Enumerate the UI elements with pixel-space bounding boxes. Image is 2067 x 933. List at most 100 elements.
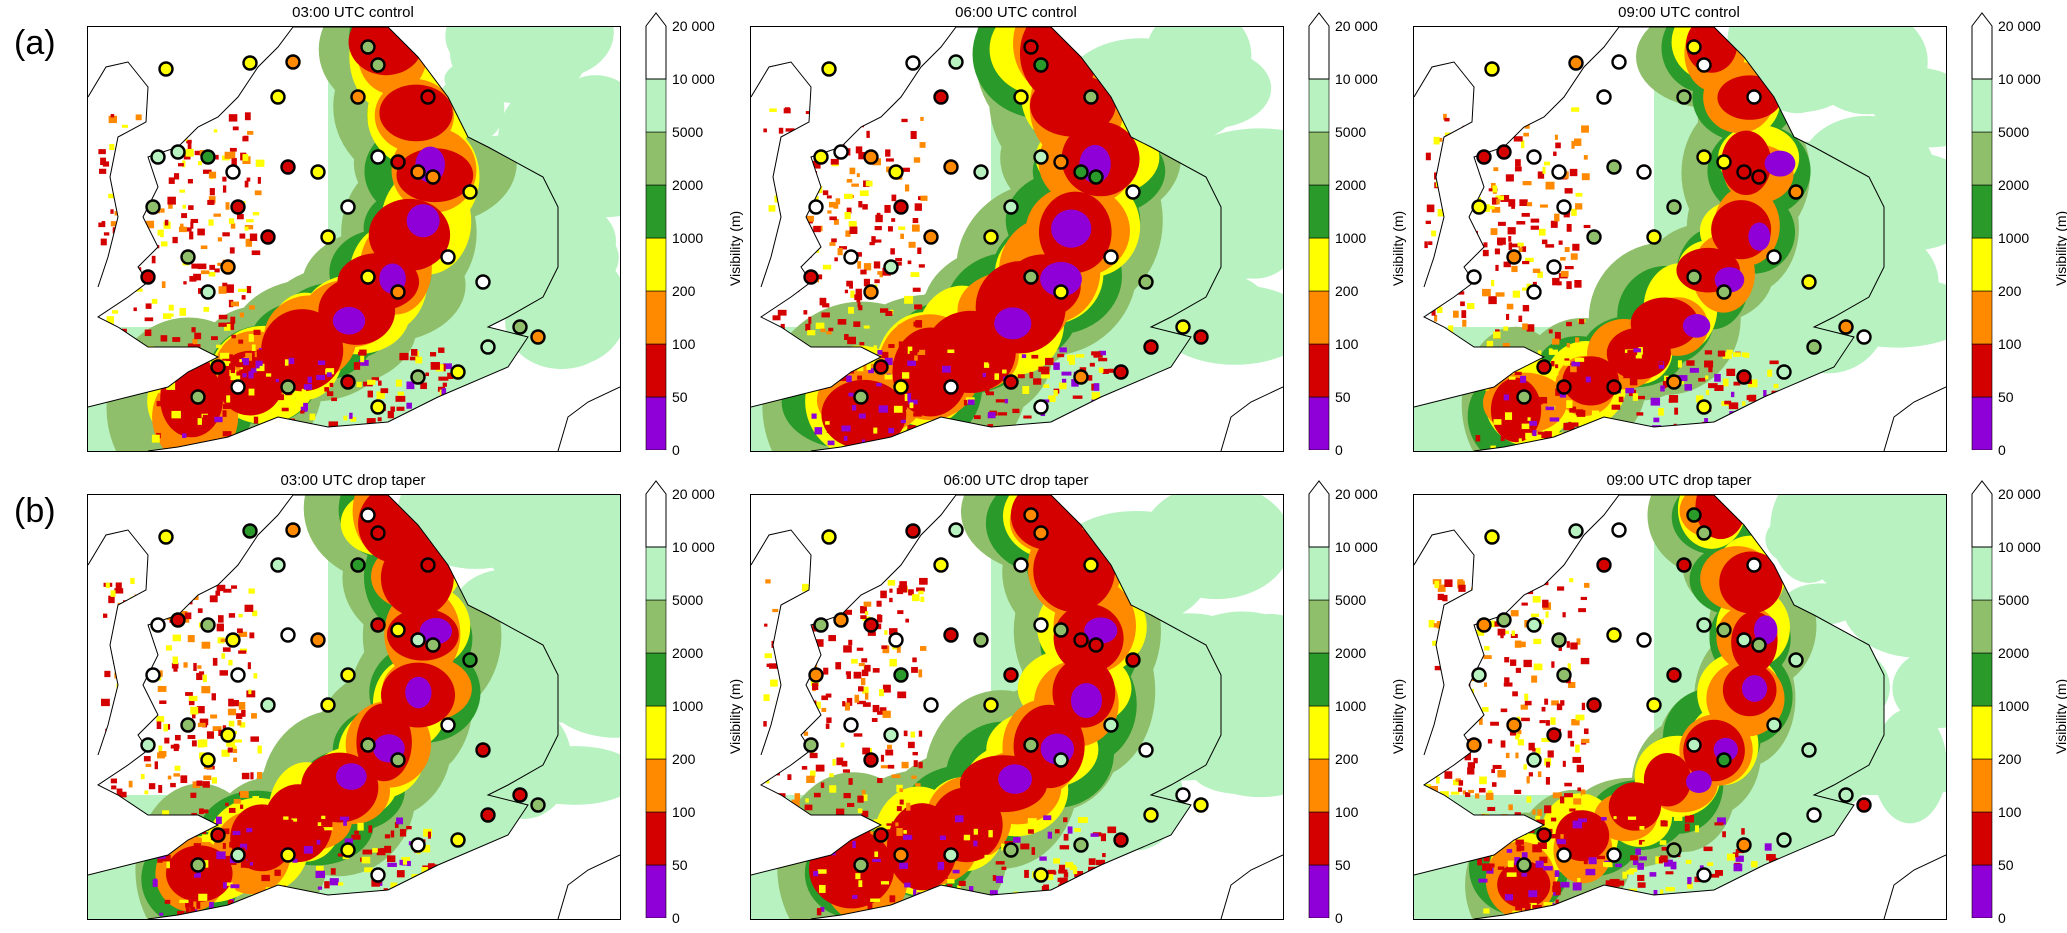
fog-speckle	[233, 757, 238, 762]
fog-speckle	[132, 147, 141, 156]
fog-speckle	[912, 348, 920, 353]
fog-speckle	[963, 834, 971, 841]
fog-speckle	[785, 128, 795, 132]
fog-speckle	[927, 445, 936, 451]
fog-speckle	[1483, 377, 1488, 386]
colorbar-segment	[1971, 396, 1993, 450]
fog-speckle	[1474, 189, 1479, 196]
fog-speckle	[1741, 352, 1748, 357]
fog-speckle	[158, 784, 163, 793]
station-observation	[1746, 557, 1762, 573]
fog-speckle	[867, 903, 873, 910]
fog-speckle	[917, 856, 924, 860]
fog-speckle	[1575, 203, 1583, 210]
fog-speckle	[222, 647, 231, 652]
station-observation	[440, 249, 456, 265]
fog-speckle	[852, 840, 856, 848]
station-observation	[340, 842, 356, 858]
fog-speckle	[1767, 414, 1771, 419]
fog-speckle	[1770, 424, 1774, 431]
fog-blob	[1753, 615, 1778, 645]
fog-speckle	[904, 295, 914, 304]
fog-speckle	[140, 773, 145, 780]
fog-speckle	[1607, 904, 1611, 913]
station-observation	[210, 827, 226, 843]
fog-speckle	[221, 361, 229, 366]
fog-speckle	[874, 851, 879, 857]
fog-speckle	[1546, 761, 1551, 768]
fog-speckle	[1713, 905, 1724, 910]
fog-speckle	[807, 330, 816, 336]
haze-blob	[1824, 522, 1911, 583]
fog-speckle	[1524, 123, 1530, 129]
station-observation	[1686, 507, 1702, 523]
colorbar-segment	[1971, 78, 1993, 133]
fog-speckle	[224, 882, 233, 886]
fog-speckle	[1536, 819, 1545, 825]
fog-speckle	[919, 142, 926, 148]
fog-speckle	[884, 204, 891, 213]
fog-speckle	[187, 141, 192, 150]
fog-speckle	[773, 742, 782, 750]
station-observation	[1023, 737, 1039, 753]
fog-speckle	[384, 845, 392, 853]
fog-speckle	[773, 282, 782, 287]
fog-speckle	[1569, 168, 1578, 177]
fog-speckle	[274, 869, 281, 876]
station-observation	[1788, 652, 1804, 668]
fog-speckle	[857, 435, 864, 441]
fog-speckle	[859, 357, 870, 362]
fog-speckle	[1676, 428, 1680, 433]
fog-speckle	[248, 388, 255, 396]
fog-speckle	[1492, 185, 1498, 193]
fog-speckle	[1052, 420, 1057, 426]
fog-speckle	[1708, 894, 1713, 901]
fog-speckle	[237, 288, 247, 292]
fog-speckle	[427, 831, 432, 839]
fog-speckle	[1588, 857, 1597, 865]
station-observation	[1484, 61, 1500, 77]
fog-blob	[1051, 209, 1092, 248]
colorbar-tick-label: 0	[672, 442, 680, 458]
fog-speckle	[1660, 385, 1665, 392]
fog-speckle	[873, 819, 882, 824]
colorbar-segment	[1971, 546, 1993, 601]
fog-speckle	[1032, 423, 1040, 432]
fog-speckle	[836, 821, 843, 827]
fog-speckle	[227, 708, 237, 716]
fog-speckle	[1523, 764, 1527, 770]
fog-speckle	[854, 294, 863, 301]
fog-speckle	[912, 287, 921, 292]
fog-speckle	[105, 582, 110, 589]
fog-speckle	[1462, 790, 1466, 795]
colorbar-tick-label: 200	[672, 283, 696, 299]
fog-speckle	[283, 816, 289, 820]
fog-speckle	[226, 741, 235, 747]
fog-speckle	[929, 387, 934, 396]
station-observation	[1716, 752, 1732, 768]
fog-speckle	[1562, 612, 1566, 618]
fog-speckle	[849, 226, 858, 234]
fog-speckle	[187, 635, 195, 643]
fog-speckle	[1583, 155, 1588, 160]
fog-speckle	[1541, 737, 1551, 742]
station-observation	[390, 752, 406, 768]
station-observation	[1083, 89, 1099, 105]
fog-speckle	[949, 443, 955, 448]
fog-speckle	[1506, 914, 1515, 919]
fog-speckle	[252, 610, 258, 617]
station-observation	[370, 867, 386, 883]
fog-speckle	[301, 828, 312, 833]
fog-speckle	[189, 231, 194, 240]
fog-speckle	[1012, 373, 1022, 379]
fog-speckle	[225, 202, 230, 210]
fog-speckle	[1085, 375, 1093, 381]
fog-speckle	[842, 359, 850, 364]
fog-speckle	[903, 830, 907, 834]
fog-speckle	[1570, 422, 1575, 430]
station-observation	[883, 259, 899, 275]
fog-speckle	[1506, 872, 1517, 877]
fog-speckle	[202, 414, 212, 419]
fog-speckle	[212, 726, 222, 731]
station-observation	[285, 522, 301, 538]
